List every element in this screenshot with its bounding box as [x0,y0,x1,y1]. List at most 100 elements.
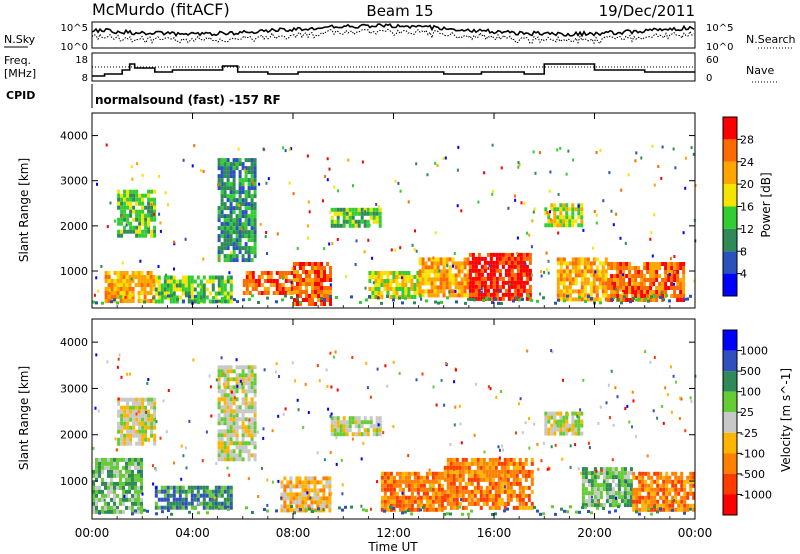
echo-cell [461,473,465,478]
echo-cell [229,409,233,414]
echo-cell [547,223,551,228]
echo-cell [655,270,659,274]
echo-cell [380,471,384,476]
echo-cell [637,282,641,286]
echo-cell [458,505,461,509]
echo-cell [223,389,227,394]
echo-cell [574,289,578,294]
echo-cell [295,484,299,489]
echo-cell [250,405,254,410]
echo-cell [582,228,585,232]
freq-tick-top: 18 [75,55,88,66]
echo-cell [650,231,653,235]
echo-cell [241,365,245,370]
echo-cell [378,215,382,220]
echo-cell [523,202,526,206]
echo-cell [247,401,251,406]
echo-cell [134,493,137,498]
echo-cell [410,295,414,299]
echo-cell [199,295,203,300]
echo-cell [122,509,125,514]
echo-cell [217,279,221,284]
echo-cell [679,396,682,400]
echo-cell [601,261,605,266]
echo-cell [611,467,615,472]
echo-cell [608,467,612,472]
echo-cell [140,501,143,506]
echo-cell [229,493,233,498]
echo-cell [250,453,254,458]
echo-cell [656,479,660,484]
echo-cell [590,475,594,480]
echo-cell [120,433,124,438]
echo-cell [656,483,660,488]
echo-cell [389,471,393,476]
echo-cell [100,265,103,268]
echo-cell [277,414,280,418]
echo-cell [254,287,258,291]
echo-cell [286,484,290,489]
echo-cell [110,473,113,478]
echo-cell [371,256,374,260]
echo-cell [507,252,511,257]
echo-cell [138,197,142,202]
echo-cell [120,441,124,446]
echo-cell [220,242,224,247]
echo-cell [504,252,508,257]
echo-cell [317,294,320,298]
echo-cell [220,485,224,490]
echo-cell [612,423,615,427]
echo-cell [140,279,144,283]
echo-cell [134,465,137,470]
echo-cell [220,437,224,442]
echo-cell [220,283,224,288]
echo-cell [608,475,612,480]
echo-cell [318,379,321,383]
echo-cell [667,286,671,290]
echo-cell [477,276,481,281]
echo-cell [250,230,254,235]
echo-cell [110,457,113,462]
echo-cell [605,479,609,484]
echo-cell [577,411,581,416]
echo-cell [584,471,588,476]
echo-cell [540,459,543,463]
echo-cell [150,205,154,210]
echo-cell [169,505,173,510]
echo-cell [556,293,560,298]
echo-cell [302,266,305,270]
echo-cell [448,257,452,262]
echo-cell [455,473,459,478]
echo-cell [226,373,230,378]
echo-cell [398,283,402,287]
echo-cell [553,223,557,228]
echo-cell [565,419,569,424]
echo-cell [235,381,239,386]
echo-cell [560,507,563,511]
echo-cell [132,193,136,198]
echo-cell [380,479,384,484]
echo-cell [129,405,133,410]
echo-cell [519,397,522,401]
echo-cell [375,424,379,429]
echo-cell [140,271,144,275]
echo-cell [235,413,239,418]
echo-cell [516,276,520,281]
echo-cell [443,512,446,516]
echo-cell [241,425,245,430]
echo-cell [275,283,279,287]
echo-cell [320,274,323,278]
echo-cell [434,507,438,512]
echo-cell [244,158,248,163]
echo-cell [581,503,585,508]
echo-cell [289,496,293,501]
echo-cell [567,149,570,153]
echo-cell [114,437,117,441]
echo-cell [101,469,104,474]
echo-cell [677,475,681,480]
echo-cell [199,287,203,292]
echo-cell [471,264,475,269]
echo-cell [448,269,452,274]
echo-cell [600,469,603,472]
echo-cell [253,413,257,418]
